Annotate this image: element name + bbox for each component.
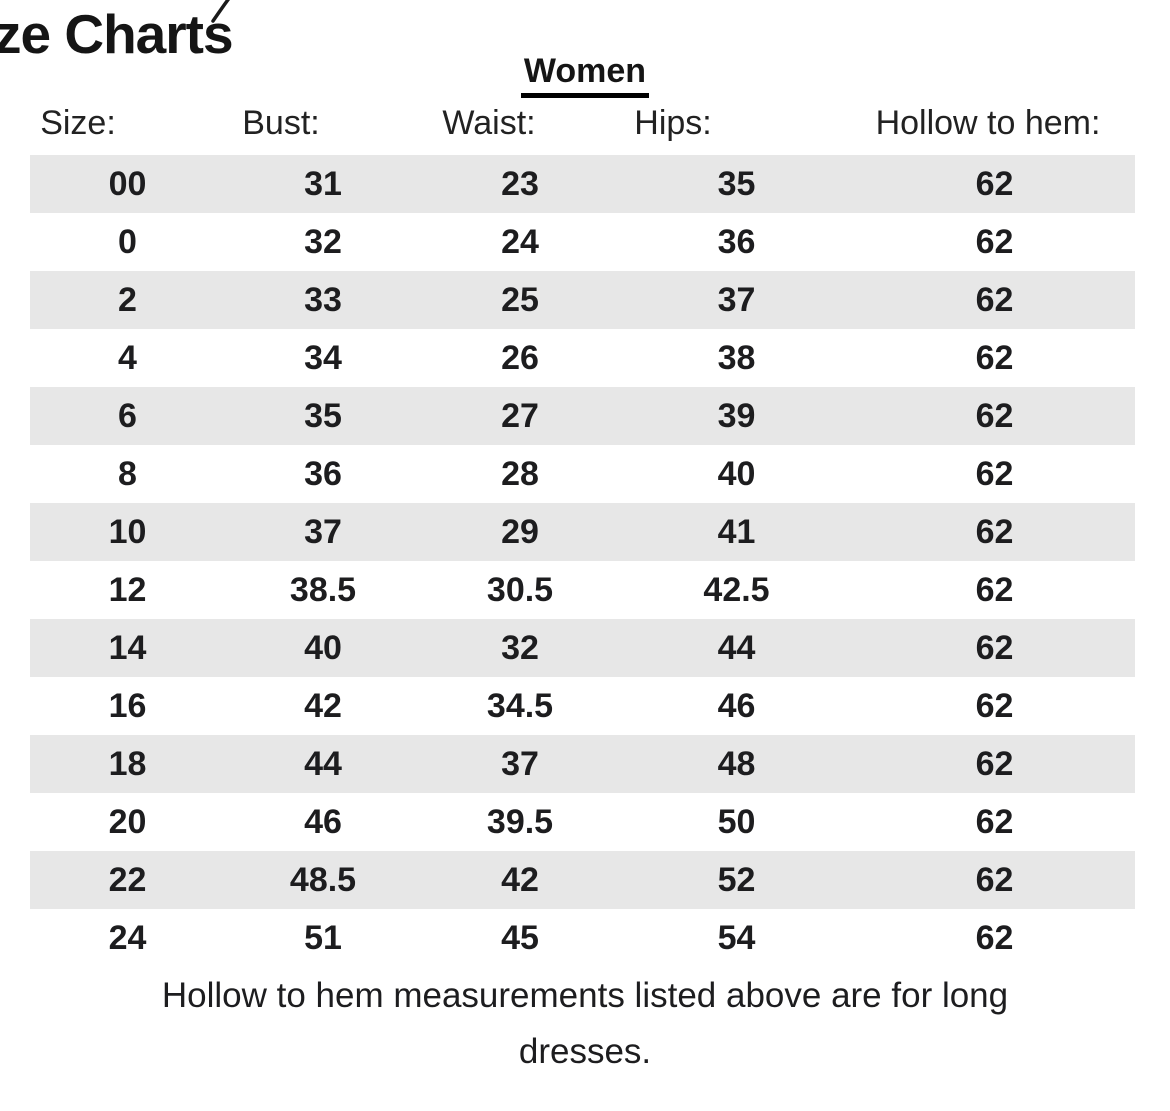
women-section-heading: Women xyxy=(520,52,650,98)
pen-stroke-mark xyxy=(211,0,230,23)
bust-cell: 46 xyxy=(304,802,342,841)
waist-cell: 26 xyxy=(501,338,539,377)
waist-cell: 34.5 xyxy=(486,686,554,725)
size-cell: 10 xyxy=(108,512,147,551)
footer-note: Hollow to hem measurements listed above … xyxy=(0,968,1170,1080)
hips-cell: 41 xyxy=(717,512,756,551)
table-row: 18 44 37 48 62 xyxy=(30,735,1135,793)
column-header-bust: Bust: xyxy=(242,104,320,142)
table-row: 6 35 27 39 62 xyxy=(30,387,1135,445)
size-cell: 22 xyxy=(108,860,147,899)
hollow-to-hem-cell: 62 xyxy=(975,860,1014,899)
table-row: 8 36 28 40 62 xyxy=(30,445,1135,503)
size-cell: 0 xyxy=(118,222,137,261)
hollow-to-hem-cell: 62 xyxy=(975,338,1014,377)
hips-cell: 44 xyxy=(717,628,756,667)
size-cell: 6 xyxy=(118,396,137,435)
table-row: 4 34 26 38 62 xyxy=(30,329,1135,387)
size-cell: 16 xyxy=(108,686,147,725)
table-row: 12 38.5 30.5 42.5 62 xyxy=(30,561,1135,619)
size-cell: 14 xyxy=(108,628,147,667)
table-header-row: Size: Bust: Waist: Hips: Hollow to hem: xyxy=(0,104,1170,148)
table-row: 14 40 32 44 62 xyxy=(30,619,1135,677)
hollow-to-hem-cell: 62 xyxy=(975,744,1014,783)
size-cell: 4 xyxy=(118,338,137,377)
hollow-to-hem-cell: 62 xyxy=(975,802,1014,841)
table-row: 0 32 24 36 62 xyxy=(30,213,1135,271)
bust-cell: 42 xyxy=(304,686,342,725)
hollow-to-hem-cell: 62 xyxy=(975,628,1014,667)
waist-cell: 32 xyxy=(501,628,539,667)
bust-cell: 48.5 xyxy=(289,860,357,899)
size-cell: 12 xyxy=(108,570,147,609)
column-header-hips: Hips: xyxy=(634,104,712,142)
hips-cell: 52 xyxy=(717,860,756,899)
hips-cell: 54 xyxy=(717,918,756,957)
waist-cell: 39.5 xyxy=(486,802,554,841)
column-header-hollow-to-hem: Hollow to hem: xyxy=(875,104,1101,142)
bust-cell: 32 xyxy=(304,222,342,261)
waist-cell: 25 xyxy=(501,280,539,319)
hollow-to-hem-cell: 62 xyxy=(975,454,1014,493)
hips-cell: 50 xyxy=(717,802,756,841)
waist-cell: 23 xyxy=(501,164,539,203)
bust-cell: 33 xyxy=(304,280,342,319)
table-row: 16 42 34.5 46 62 xyxy=(30,677,1135,735)
hips-cell: 37 xyxy=(717,280,756,319)
waist-cell: 42 xyxy=(501,860,539,899)
footer-note-line-2: dresses. xyxy=(518,1032,652,1071)
hips-cell: 36 xyxy=(717,222,756,261)
hips-cell: 42.5 xyxy=(703,570,770,609)
waist-cell: 29 xyxy=(501,512,539,551)
size-table-body: 00 31 23 35 62 0 32 24 36 62 2 33 25 37 … xyxy=(30,155,1135,967)
hips-cell: 46 xyxy=(717,686,756,725)
hollow-to-hem-cell: 62 xyxy=(975,164,1014,203)
bust-cell: 44 xyxy=(304,744,342,783)
hips-cell: 38 xyxy=(717,338,756,377)
hollow-to-hem-cell: 62 xyxy=(975,222,1014,261)
hollow-to-hem-cell: 62 xyxy=(975,280,1014,319)
column-header-waist: Waist: xyxy=(442,104,536,142)
footer-note-line-1: Hollow to hem measurements listed above … xyxy=(161,976,1009,1015)
hollow-to-hem-cell: 62 xyxy=(975,918,1014,957)
hips-cell: 40 xyxy=(717,454,756,493)
waist-cell: 45 xyxy=(501,918,539,957)
table-row: 20 46 39.5 50 62 xyxy=(30,793,1135,851)
hollow-to-hem-cell: 62 xyxy=(975,396,1014,435)
hollow-to-hem-cell: 62 xyxy=(975,570,1014,609)
bust-cell: 40 xyxy=(304,628,342,667)
size-cell: 20 xyxy=(108,802,147,841)
column-header-size: Size: xyxy=(40,104,116,142)
waist-cell: 28 xyxy=(501,454,539,493)
size-cell: 00 xyxy=(108,164,147,203)
section-heading-wrap: Women xyxy=(0,52,1170,98)
hips-cell: 35 xyxy=(717,164,756,203)
waist-cell: 27 xyxy=(501,396,539,435)
size-cell: 24 xyxy=(108,918,147,957)
bust-cell: 36 xyxy=(304,454,342,493)
bust-cell: 37 xyxy=(304,512,342,551)
size-cell: 2 xyxy=(118,280,137,319)
size-cell: 18 xyxy=(108,744,147,783)
hips-cell: 48 xyxy=(717,744,756,783)
hollow-to-hem-cell: 62 xyxy=(975,686,1014,725)
bust-cell: 34 xyxy=(304,338,342,377)
waist-cell: 30.5 xyxy=(486,570,554,609)
table-row: 00 31 23 35 62 xyxy=(30,155,1135,213)
hollow-to-hem-cell: 62 xyxy=(975,512,1014,551)
size-cell: 8 xyxy=(118,454,137,493)
bust-cell: 51 xyxy=(304,918,342,957)
bust-cell: 38.5 xyxy=(289,570,357,609)
bust-cell: 31 xyxy=(304,164,342,203)
waist-cell: 37 xyxy=(501,744,539,783)
table-row: 22 48.5 42 52 62 xyxy=(30,851,1135,909)
waist-cell: 24 xyxy=(501,222,539,261)
table-row: 10 37 29 41 62 xyxy=(30,503,1135,561)
table-row: 2 33 25 37 62 xyxy=(30,271,1135,329)
page-title: ze Charts xyxy=(0,3,234,65)
hips-cell: 39 xyxy=(717,396,756,435)
table-row: 24 51 45 54 62 xyxy=(30,909,1135,967)
bust-cell: 35 xyxy=(304,396,342,435)
